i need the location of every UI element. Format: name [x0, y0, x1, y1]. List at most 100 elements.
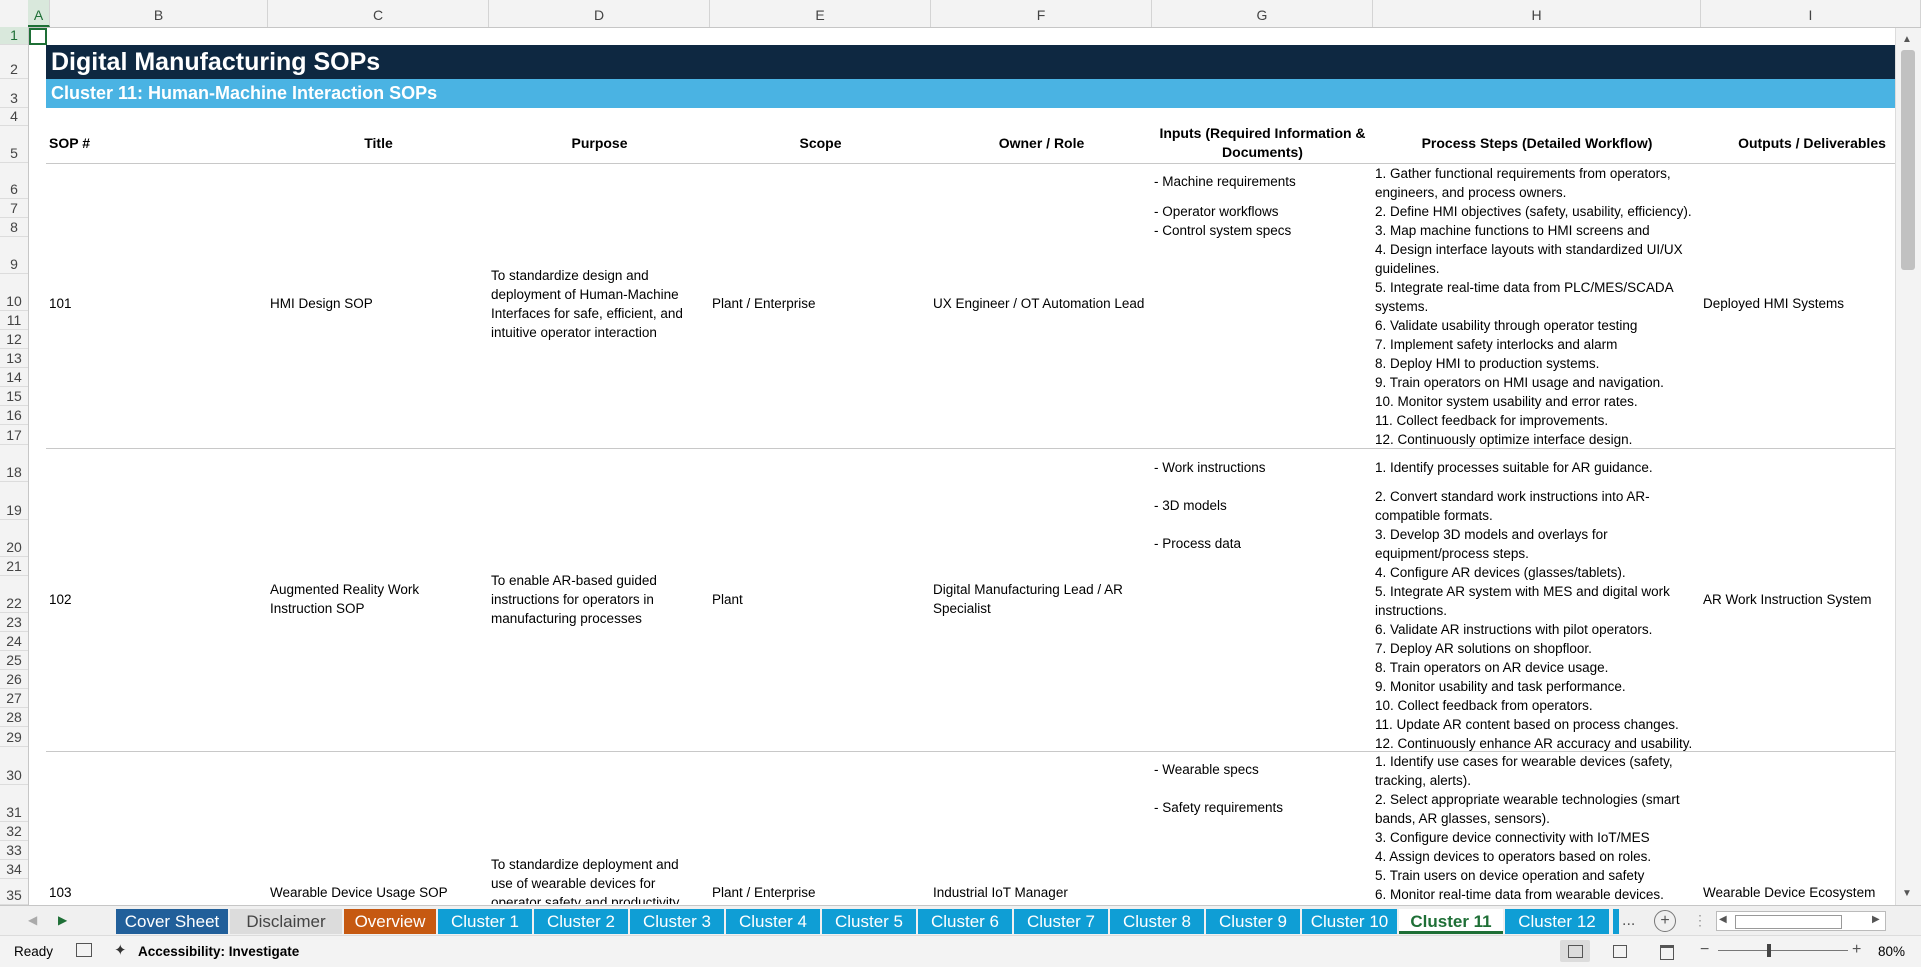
sop-output[interactable]: AR Work Instruction System	[1703, 592, 1872, 607]
sop-step-line[interactable]: 8. Train operators on AR device usage.	[1375, 660, 1609, 675]
scroll-left-icon[interactable]: ◀	[1719, 914, 1727, 925]
sop-purpose[interactable]: To standardize design and deployment of …	[491, 268, 683, 340]
row-header[interactable]: 32	[0, 822, 28, 841]
row-header[interactable]: 14	[0, 368, 28, 387]
row-header[interactable]: 24	[0, 632, 28, 651]
sop-purpose[interactable]: To standardize deployment and use of wea…	[491, 857, 680, 904]
sop-step-line[interactable]: engineers, and process owners.	[1375, 185, 1567, 200]
sop-step-line[interactable]: equipment/process steps.	[1375, 546, 1529, 561]
sop-step-line[interactable]: tracking, alerts).	[1375, 773, 1472, 788]
tab-cluster-10[interactable]: Cluster 10	[1302, 909, 1397, 934]
sop-title[interactable]: Wearable Device Usage SOP	[270, 885, 448, 900]
sop-step-line[interactable]: 1. Gather functional requirements from o…	[1375, 166, 1671, 181]
row-header[interactable]: 25	[0, 651, 28, 670]
tab-cluster-9[interactable]: Cluster 9	[1206, 909, 1300, 934]
zoom-slider-thumb[interactable]	[1767, 944, 1771, 957]
sop-input[interactable]: - Control system specs	[1154, 223, 1292, 238]
sop-number[interactable]: 101	[49, 296, 72, 311]
sop-step-line[interactable]: 1. Identify use cases for wearable devic…	[1375, 754, 1673, 769]
prev-sheet-icon[interactable]: ◀	[28, 913, 38, 927]
row-header[interactable]: 12	[0, 330, 28, 349]
tab-disclaimer[interactable]: Disclaimer	[230, 909, 342, 934]
normal-view-button[interactable]	[1560, 940, 1590, 962]
row-header[interactable]: 35	[0, 879, 28, 905]
sop-step-line[interactable]: 1. Identify processes suitable for AR gu…	[1375, 460, 1653, 475]
tab-cover-sheet[interactable]: Cover Sheet	[116, 909, 228, 934]
sop-purpose[interactable]: To enable AR-based guided instructions f…	[491, 573, 657, 626]
sop-step-line[interactable]: compatible formats.	[1375, 508, 1493, 523]
row-header[interactable]: 20	[0, 520, 28, 557]
tab-cluster-5[interactable]: Cluster 5	[822, 909, 916, 934]
more-tabs-button[interactable]: ...	[1622, 912, 1636, 929]
row-header[interactable]: 2	[0, 45, 28, 79]
sop-step-line[interactable]: 10. Monitor system usability and error r…	[1375, 394, 1638, 409]
zoom-out-icon[interactable]: −	[1700, 941, 1710, 958]
row-header[interactable]: 21	[0, 557, 28, 576]
column-header-e[interactable]: E	[710, 0, 931, 27]
sop-step-line[interactable]: 3. Map machine functions to HMI screens …	[1375, 223, 1650, 238]
zoom-slider[interactable]	[1718, 950, 1848, 951]
sop-step-line[interactable]: 10. Collect feedback from operators.	[1375, 698, 1593, 713]
sop-step-line[interactable]: 12. Continuously enhance AR accuracy and…	[1375, 736, 1693, 751]
row-header[interactable]: 4	[0, 108, 28, 126]
worksheet-grid[interactable]: Digital Manufacturing SOPs Cluster 11: H…	[29, 28, 1895, 904]
next-sheet-icon[interactable]: ▶	[58, 913, 68, 927]
row-header[interactable]: 11	[0, 311, 28, 330]
column-header-f[interactable]: F	[931, 0, 1152, 27]
row-header[interactable]: 31	[0, 785, 28, 822]
sop-input[interactable]: - Work instructions	[1154, 460, 1266, 475]
vertical-scrollbar[interactable]: ▲ ▼	[1895, 28, 1921, 905]
column-header-h[interactable]: H	[1373, 0, 1701, 27]
row-header[interactable]: 19	[0, 482, 28, 520]
sop-step-line[interactable]: 2. Define HMI objectives (safety, usabil…	[1375, 204, 1692, 219]
sop-input[interactable]: - Machine requirements	[1154, 174, 1296, 189]
sop-output[interactable]: Wearable Device Ecosystem	[1703, 885, 1876, 900]
sop-output[interactable]: Deployed HMI Systems	[1703, 296, 1845, 311]
row-header[interactable]: 9	[0, 237, 28, 274]
sop-step-line[interactable]: instructions.	[1375, 603, 1448, 618]
row-header[interactable]: 23	[0, 613, 28, 632]
row-header[interactable]: 3	[0, 79, 28, 108]
row-header[interactable]: 8	[0, 218, 28, 237]
tab-overview[interactable]: Overview	[344, 909, 436, 934]
sop-scope[interactable]: Plant / Enterprise	[712, 885, 816, 900]
tab-cluster-7[interactable]: Cluster 7	[1014, 909, 1108, 934]
sop-step-line[interactable]: 12. Continuously optimize interface desi…	[1375, 432, 1633, 447]
sop-step-line[interactable]: systems.	[1375, 299, 1429, 314]
sop-step-line[interactable]: guidelines.	[1375, 261, 1440, 276]
column-header-d[interactable]: D	[489, 0, 710, 27]
tab-cluster-6[interactable]: Cluster 6	[918, 909, 1012, 934]
sop-number[interactable]: 102	[49, 592, 72, 607]
tab-cluster-4[interactable]: Cluster 4	[726, 909, 820, 934]
row-header[interactable]: 5	[0, 126, 28, 163]
page-layout-icon[interactable]	[1613, 945, 1627, 958]
sop-step-line[interactable]: 6. Validate AR instructions with pilot o…	[1375, 622, 1653, 637]
sop-step-line[interactable]: 6. Monitor real-time data from wearable …	[1375, 887, 1664, 902]
row-header[interactable]: 1	[0, 27, 28, 45]
row-header[interactable]: 6	[0, 163, 28, 199]
column-header-g[interactable]: G	[1152, 0, 1373, 27]
sop-owner[interactable]: Industrial IoT Manager	[933, 885, 1068, 900]
row-header[interactable]: 13	[0, 349, 28, 368]
row-header[interactable]: 27	[0, 689, 28, 708]
sop-step-line[interactable]: 11. Update AR content based on process c…	[1375, 717, 1679, 732]
sop-scope[interactable]: Plant	[712, 592, 743, 607]
column-header-c[interactable]: C	[268, 0, 489, 27]
sop-owner[interactable]: UX Engineer / OT Automation Lead	[933, 296, 1145, 311]
sop-step-line[interactable]: 2. Select appropriate wearable technolog…	[1375, 792, 1680, 807]
column-header-i[interactable]: I	[1701, 0, 1921, 27]
sop-input[interactable]: - Process data	[1154, 536, 1242, 551]
row-header[interactable]: 26	[0, 670, 28, 689]
row-header[interactable]: 18	[0, 445, 28, 482]
sop-input[interactable]: - Operator workflows	[1154, 204, 1279, 219]
sop-step-line[interactable]: 2. Convert standard work instructions in…	[1375, 489, 1650, 504]
tab-cluster-12[interactable]: Cluster 12	[1505, 909, 1609, 934]
add-sheet-icon[interactable]: +	[1654, 910, 1676, 932]
row-header[interactable]: 29	[0, 727, 28, 747]
column-header-b[interactable]: B	[50, 0, 268, 27]
sop-step-line[interactable]: 11. Collect feedback for improvements.	[1375, 413, 1609, 428]
accessibility-icon[interactable]: ✦	[114, 942, 127, 959]
sop-step-line[interactable]: 9. Monitor usability and task performanc…	[1375, 679, 1626, 694]
select-all-corner[interactable]	[0, 0, 29, 27]
row-header[interactable]: 10	[0, 274, 28, 311]
